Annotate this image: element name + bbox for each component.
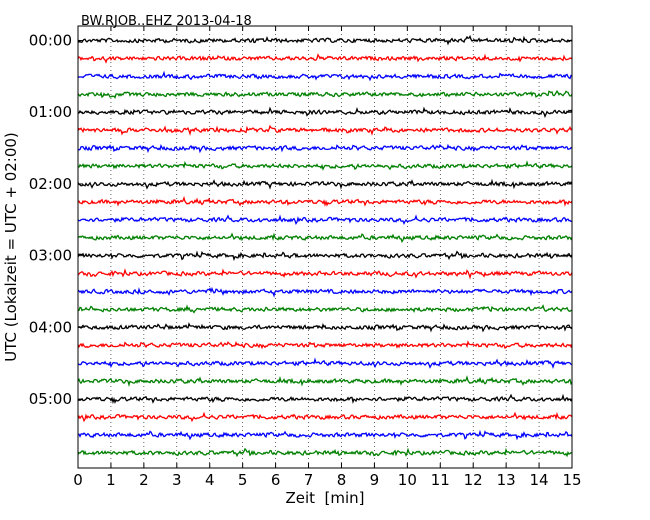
x-tick-label: 2	[139, 471, 149, 489]
x-tick-label: 5	[238, 471, 248, 489]
trace-03:15	[77, 268, 573, 280]
y-tick-label: 00:00	[29, 32, 72, 50]
trace-02:45	[77, 232, 573, 244]
trace-00:45	[77, 90, 573, 100]
trace-03:30	[77, 286, 573, 298]
x-tick-label: 1	[106, 471, 116, 489]
y-axis-label: UTC (Lokalzeit = UTC + 02:00)	[2, 132, 20, 362]
y-tick-label: 02:00	[29, 175, 72, 193]
trace-05:15	[77, 411, 573, 423]
trace-05:00	[77, 393, 573, 405]
x-tick-label: 3	[172, 471, 182, 489]
x-tick-label: 4	[205, 471, 215, 489]
y-tick-label: 01:00	[29, 103, 72, 121]
x-tick-label: 13	[497, 471, 516, 489]
trace-01:45	[77, 160, 573, 171]
trace-03:00	[77, 250, 573, 262]
x-axis: 0 1 2 3 4 5 6 7 8 9 10 11 12 13 14 15	[73, 26, 582, 489]
trace-01:00	[77, 106, 573, 119]
trace-01:15	[77, 124, 573, 136]
trace-04:45	[77, 375, 573, 388]
trace-04:00	[77, 322, 573, 333]
trace-01:30	[77, 143, 573, 154]
seismic-traces	[77, 34, 573, 458]
x-tick-label: 12	[464, 471, 483, 489]
y-tick-label: 03:00	[29, 247, 72, 265]
x-tick-label: 6	[271, 471, 281, 489]
trace-02:15	[77, 195, 573, 207]
trace-00:15	[77, 53, 573, 64]
x-axis-label: Zeit [min]	[285, 489, 364, 507]
x-tick-label: 9	[370, 471, 380, 489]
y-tick-label: 04:00	[29, 318, 72, 336]
x-tick-label: 7	[304, 471, 314, 489]
x-tick-label: 14	[530, 471, 549, 489]
vertical-gridlines	[110, 26, 540, 468]
trace-05:30	[77, 429, 573, 441]
x-tick-label: 8	[337, 471, 347, 489]
x-tick-label: 15	[562, 471, 581, 489]
x-tick-label: 0	[73, 471, 83, 489]
trace-04:15	[77, 340, 573, 350]
trace-02:30	[77, 214, 573, 226]
plot-frame	[77, 25, 573, 469]
trace-03:45	[77, 304, 573, 314]
trace-02:00	[77, 178, 573, 190]
trace-00:00	[77, 34, 573, 46]
y-tick-label: 05:00	[29, 390, 72, 408]
trace-04:30	[77, 357, 573, 370]
y-axis: 00:00 01:00 02:00 03:00 04:00 05:00	[29, 32, 572, 408]
x-tick-label: 10	[398, 471, 417, 489]
trace-00:30	[77, 70, 573, 82]
x-tick-label: 11	[431, 471, 450, 489]
chart-title: BW.RJOB..EHZ 2013-04-18	[81, 14, 252, 29]
trace-05:45	[77, 447, 573, 458]
